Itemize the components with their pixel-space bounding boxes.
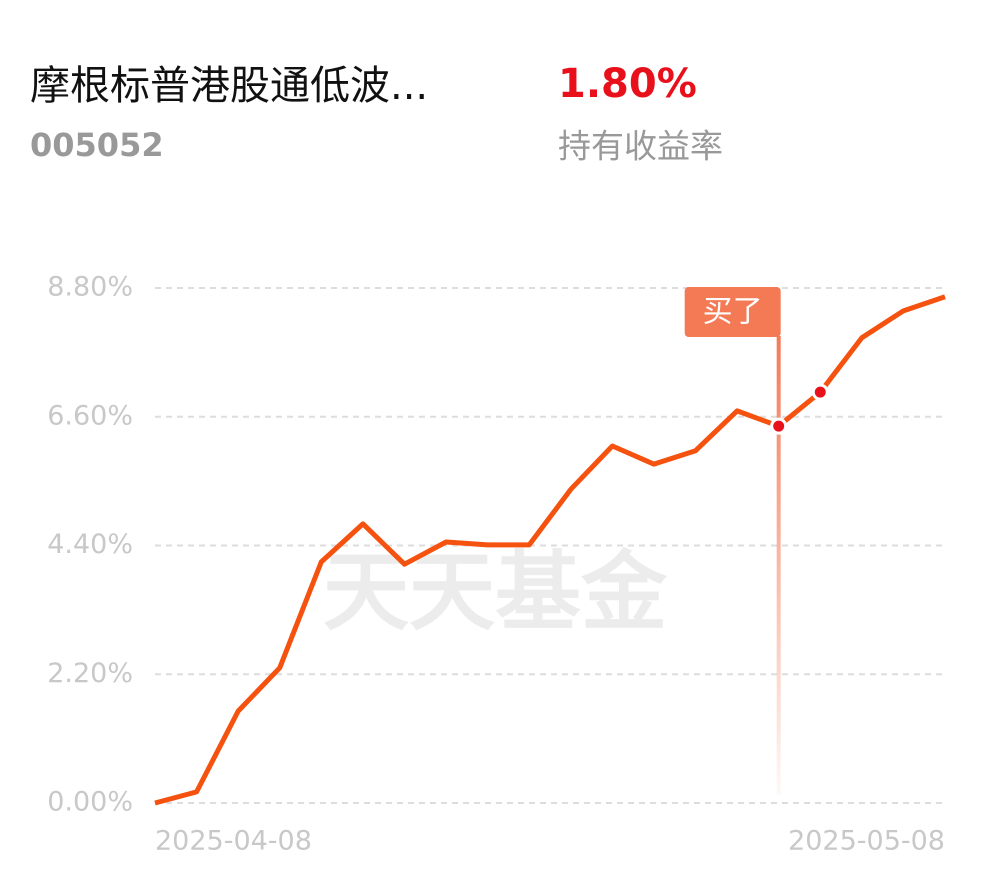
annotation-box: [684, 287, 781, 337]
return-value: 1.80%: [558, 61, 697, 107]
y-tick-label: 8.80%: [47, 272, 133, 303]
watermark: 天天基金: [323, 542, 668, 642]
y-tick-label: 2.20%: [47, 658, 133, 689]
point-marker: [811, 383, 829, 401]
point-marker: [770, 417, 788, 435]
annotation-label: 买了: [703, 295, 763, 330]
line: [154, 294, 946, 806]
y-tick-label: 0.00%: [47, 787, 133, 818]
x-tick-label: 2025-05-08: [788, 826, 945, 857]
y-tick-label: 6.60%: [47, 400, 133, 431]
fund-code: 005052: [30, 126, 164, 164]
x-tick-label: 2025-04-08: [155, 826, 312, 857]
fund-name: 摩根标普港股通低波...: [30, 63, 428, 109]
y-tick-label: 4.40%: [47, 529, 133, 560]
return-label: 持有收益率: [558, 127, 723, 166]
annotation-stem: [776, 336, 781, 795]
